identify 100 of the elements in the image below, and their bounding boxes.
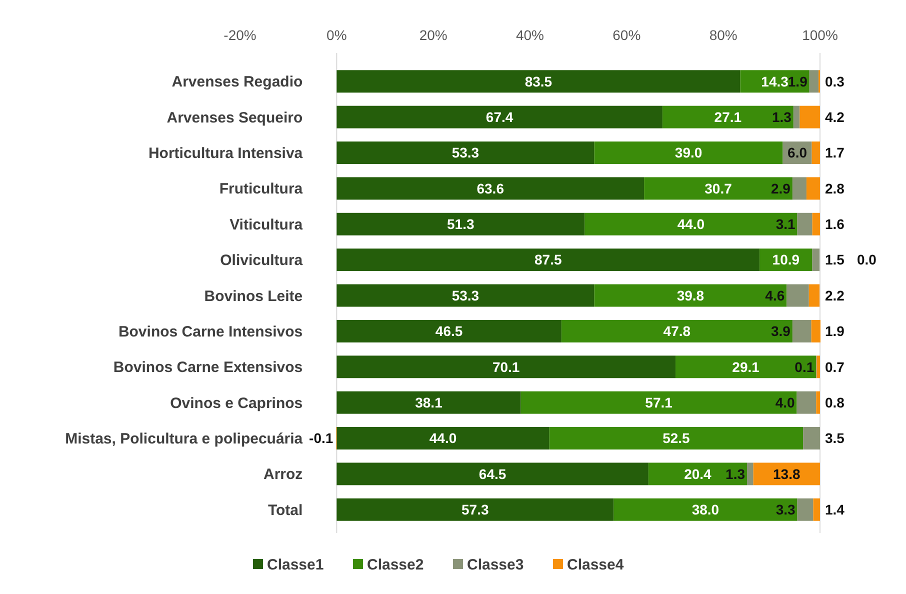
x-tick-label: 0%: [326, 27, 347, 43]
data-label: 44.0: [429, 430, 457, 446]
bar: [336, 462, 648, 486]
data-label: 64.5: [478, 466, 506, 482]
data-label: 4.6: [765, 287, 785, 304]
data-label: 57.1: [645, 394, 673, 410]
data-label: 63.6: [476, 180, 504, 196]
data-label: 10.9: [772, 252, 800, 268]
data-label: 39.0: [674, 144, 702, 161]
bar: [594, 284, 787, 307]
bar: [792, 177, 806, 200]
data-label: 53.3: [452, 144, 480, 161]
data-label: 83.5: [524, 73, 552, 90]
bar: [816, 391, 820, 414]
bar: [662, 106, 794, 128]
bar: [336, 106, 662, 128]
data-label: 1.7: [825, 144, 845, 161]
data-label: 0.3: [825, 73, 845, 90]
data-label: 1.3: [772, 108, 792, 125]
bar: [813, 498, 820, 521]
bar: [792, 320, 812, 342]
data-label: 3.1: [776, 216, 796, 232]
bar: [800, 106, 820, 128]
y-tick-label: Ovinos e Caprinos: [170, 394, 303, 412]
y-tick-label: Bovinos Carne Intensivos: [118, 323, 303, 340]
y-tick-label: Horticultura Intensiva: [148, 145, 304, 162]
bar: [803, 427, 820, 450]
data-label: 1.5: [825, 252, 845, 268]
data-label: 3.9: [770, 323, 791, 340]
data-label: -0.1: [309, 430, 334, 446]
data-label: 2.8: [825, 180, 845, 196]
x-tick-label: 20%: [419, 27, 448, 43]
bar: [811, 320, 820, 342]
bar: [336, 391, 521, 414]
data-label: 27.1: [714, 108, 742, 125]
data-label: 3.5: [825, 430, 845, 446]
data-label: 44.0: [677, 216, 705, 232]
data-label: 1.9: [788, 73, 808, 90]
data-label: 53.3: [452, 287, 480, 304]
bar: [520, 391, 797, 414]
bar: [812, 212, 820, 236]
data-label: 87.5: [534, 252, 562, 268]
data-label: 70.1: [492, 358, 520, 375]
y-tick-label: Arroz: [263, 466, 303, 484]
bar: [797, 498, 814, 521]
bar: [786, 284, 809, 307]
bar: [644, 177, 792, 200]
data-label: 52.5: [662, 430, 690, 446]
bar: [336, 248, 760, 272]
data-label: 38.0: [692, 502, 720, 518]
y-tick-label: Bovinos Leite: [204, 288, 303, 305]
x-tick-label: 100%: [802, 27, 838, 43]
y-tick-label: Olivicultura: [220, 252, 304, 270]
bar: [614, 498, 798, 521]
bar: [549, 427, 804, 450]
bar: [809, 70, 819, 93]
data-label: 29.1: [732, 358, 760, 375]
data-label: 51.3: [447, 216, 474, 232]
y-tick-label: Arvenses Sequeiro: [166, 109, 303, 126]
data-label: 20.4: [684, 466, 712, 482]
y-tick-label: Fruticultura: [219, 180, 304, 198]
data-label: 47.8: [663, 323, 691, 340]
data-label: 57.3: [462, 502, 489, 518]
y-tick-label: Bovinos Carne Extensivos: [113, 359, 303, 376]
data-label: 46.5: [435, 323, 463, 340]
bar: [808, 284, 820, 307]
data-label: 3.3: [776, 502, 796, 518]
data-label: 38.1: [415, 394, 443, 410]
bar: [812, 142, 820, 164]
bar: [584, 212, 798, 236]
data-label: 39.8: [676, 287, 704, 304]
y-tick-label: Total: [268, 502, 303, 519]
data-label: 30.7: [704, 180, 732, 196]
x-tick-label: 80%: [709, 27, 738, 43]
bar: [336, 427, 550, 450]
legend-label: Classe2: [367, 556, 424, 574]
data-label: 0.0: [857, 252, 877, 268]
data-label: 67.4: [486, 108, 514, 125]
bar: [793, 106, 800, 128]
data-label: 1.3: [726, 466, 746, 482]
bar: [336, 320, 562, 342]
bar: [747, 462, 754, 486]
data-label: 2.2: [825, 287, 845, 304]
bar: [561, 320, 792, 342]
bar: [753, 462, 820, 486]
bar: [336, 142, 594, 164]
bar: [336, 212, 585, 236]
data-label: 13.8: [773, 466, 800, 482]
x-tick-label: 40%: [516, 27, 544, 43]
y-tick-label: Mistas, Policultura e polipecuária: [65, 430, 304, 448]
legend-label: Classe3: [467, 556, 524, 574]
bar: [336, 70, 740, 93]
x-tick-label: 60%: [612, 27, 641, 43]
data-label: 0.1: [794, 358, 814, 375]
data-label: 1.6: [825, 216, 845, 232]
x-tick-label: -20%: [224, 27, 256, 43]
y-tick-label: Viticultura: [230, 216, 304, 234]
data-label: 14.3: [761, 73, 789, 90]
bar: [594, 142, 783, 164]
data-label: 6.0: [788, 144, 808, 161]
